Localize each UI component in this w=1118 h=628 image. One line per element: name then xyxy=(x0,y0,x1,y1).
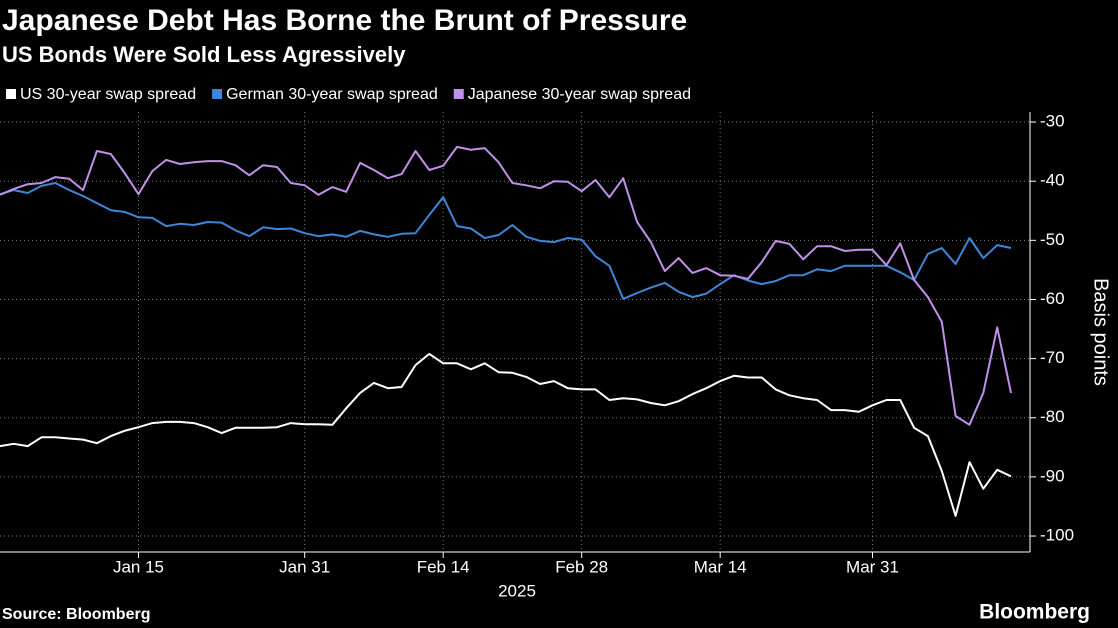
y-tick-label: -60 xyxy=(1040,289,1065,308)
x-tick-label: Feb 28 xyxy=(555,557,608,576)
y-tick-label: -90 xyxy=(1040,466,1065,485)
legend-swatch xyxy=(453,89,464,99)
legend-label: US 30-year swap spread xyxy=(20,86,196,103)
legend-label: German 30-year swap spread xyxy=(226,86,438,103)
line-series xyxy=(0,145,1012,426)
x-tick-label: Jan 31 xyxy=(279,557,330,576)
y-axis-label: Basis points xyxy=(1090,278,1112,386)
y-tick-label: -80 xyxy=(1040,407,1065,426)
legend-swatch xyxy=(212,89,223,99)
y-tick-label: -30 xyxy=(1040,112,1065,131)
x-tick-label: Feb 14 xyxy=(417,557,470,576)
year-label: 2025 xyxy=(498,581,536,600)
x-tick-label: Mar 14 xyxy=(694,557,747,576)
line-series xyxy=(0,352,1012,517)
brand-logo: Bloomberg xyxy=(979,601,1090,624)
legend-swatch xyxy=(6,89,16,99)
x-tick-label: Jan 15 xyxy=(113,557,164,576)
chart-title: Japanese Debt Has Borne the Brunt of Pre… xyxy=(2,4,687,37)
y-tick-label: -100 xyxy=(1040,526,1074,545)
y-tick-label: -70 xyxy=(1040,348,1065,367)
y-tick-label: -40 xyxy=(1040,171,1065,190)
line-series xyxy=(0,182,1012,300)
chart-subtitle: US Bonds Were Sold Less Agressively xyxy=(2,42,406,67)
source: Source: Bloomberg xyxy=(2,606,150,623)
x-tick-label: Mar 31 xyxy=(846,557,899,576)
legend-label: Japanese 30-year swap spread xyxy=(468,86,691,103)
y-tick-label: -50 xyxy=(1040,230,1065,249)
